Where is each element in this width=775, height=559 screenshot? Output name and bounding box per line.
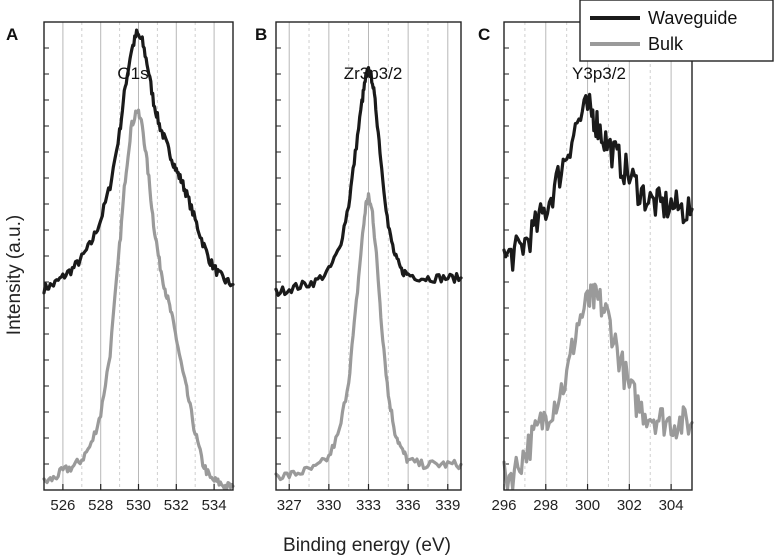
series-line-bulk xyxy=(42,108,235,491)
legend: Waveguide Bulk xyxy=(579,0,774,62)
peak-label-c: Y3p3/2 xyxy=(572,64,626,83)
x-tick-label: 296 xyxy=(491,497,516,514)
x-tick-label: 302 xyxy=(617,497,642,514)
legend-label-bulk: Bulk xyxy=(648,34,684,54)
x-tick-label: 300 xyxy=(575,497,600,514)
x-tick-label: 304 xyxy=(659,497,684,514)
x-tick-label: 327 xyxy=(277,497,302,514)
panels-group: 526 528 530 532 534 A O1s 327 330 333 336 339 B Zr3p3… xyxy=(6,21,694,514)
series-line-bulk xyxy=(274,192,463,482)
plot-frame xyxy=(275,21,462,491)
panel-b: 327 330 333 336 339 B Zr3p3/2 xyxy=(255,21,463,514)
series-line-waveguide xyxy=(274,65,463,297)
x-tick-label: 333 xyxy=(356,497,381,514)
x-axis-title: Binding energy (eV) xyxy=(283,535,451,556)
legend-label-waveguide: Waveguide xyxy=(648,8,737,28)
x-tick-label: 298 xyxy=(533,497,558,514)
peak-label-b: Zr3p3/2 xyxy=(344,64,403,83)
panel-letter-a: A xyxy=(6,25,18,44)
x-tick-label: 526 xyxy=(50,497,75,514)
x-tick-label: 532 xyxy=(164,497,189,514)
x-tick-label: 339 xyxy=(435,497,460,514)
panel-c: 296 298 300 302 304 C Y3p3/2 xyxy=(478,21,694,514)
x-tick-label: 336 xyxy=(396,497,421,514)
x-tick-label: 530 xyxy=(126,497,151,514)
peak-label-a: O1s xyxy=(117,64,148,83)
y-axis-title: Intensity (a.u.) xyxy=(4,215,25,335)
series-line-waveguide xyxy=(42,28,235,295)
series-line-bulk xyxy=(502,282,694,491)
plot-frame xyxy=(43,21,234,491)
legend-box xyxy=(579,0,774,62)
series-line-waveguide xyxy=(502,92,694,272)
panel-letter-b: B xyxy=(255,25,267,44)
panel-letter-c: C xyxy=(478,25,490,44)
panel-a: 526 528 530 532 534 A O1s xyxy=(6,21,235,514)
x-tick-label: 330 xyxy=(316,497,341,514)
x-tick-label: 534 xyxy=(202,497,227,514)
x-tick-label: 528 xyxy=(88,497,113,514)
